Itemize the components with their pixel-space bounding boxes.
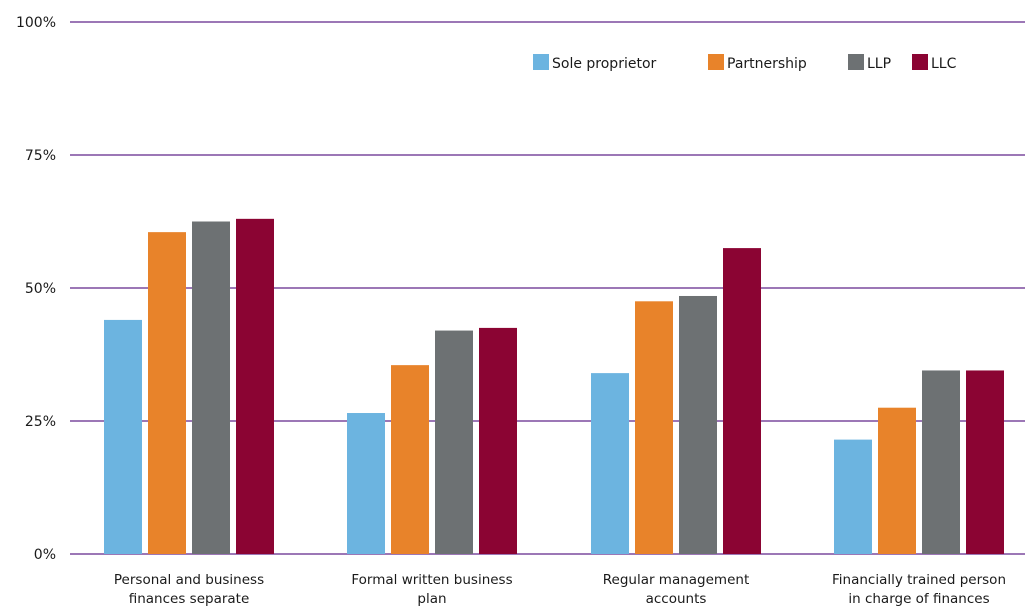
bar bbox=[834, 439, 872, 554]
bar bbox=[723, 248, 761, 554]
y-tick-label: 0% bbox=[34, 547, 56, 563]
x-tick-label-line: Personal and business bbox=[114, 572, 264, 588]
x-tick-label-line: Financially trained person bbox=[832, 572, 1006, 588]
x-tick-label: Personal and business finances separate bbox=[114, 572, 264, 607]
bar bbox=[236, 218, 274, 554]
bar bbox=[391, 365, 429, 554]
x-tick-label-line: finances separate bbox=[129, 591, 250, 607]
y-tick-label: 25% bbox=[25, 414, 56, 430]
bar bbox=[878, 407, 916, 554]
legend-label: Sole proprietor bbox=[552, 56, 657, 72]
legend-swatch bbox=[533, 54, 549, 70]
x-tick-label-line: Regular management bbox=[603, 572, 750, 588]
y-tick-label: 50% bbox=[25, 281, 56, 297]
bar bbox=[104, 319, 142, 554]
bar bbox=[679, 295, 717, 554]
legend-label: LLP bbox=[867, 56, 891, 72]
bar bbox=[435, 330, 473, 554]
bar bbox=[192, 221, 230, 554]
x-tick-label-line: plan bbox=[417, 591, 446, 607]
x-tick-label-line: Formal written business bbox=[351, 572, 512, 588]
x-tick-label: Financially trained person in charge of f… bbox=[832, 572, 1006, 607]
bar bbox=[966, 370, 1004, 554]
legend-swatch bbox=[848, 54, 864, 70]
y-tick-label: 75% bbox=[25, 148, 56, 164]
x-tick-label: Regular management accounts bbox=[603, 572, 750, 607]
x-tick-label-line: accounts bbox=[646, 591, 707, 607]
legend-label: Partnership bbox=[727, 56, 807, 72]
legend-swatch bbox=[708, 54, 724, 70]
legend-label: LLC bbox=[931, 56, 957, 72]
x-tick-label-line: in charge of finances bbox=[848, 591, 989, 607]
bar bbox=[591, 373, 629, 554]
bar bbox=[148, 232, 186, 554]
y-tick-label: 100% bbox=[16, 15, 56, 31]
bar bbox=[635, 301, 673, 554]
bar bbox=[479, 327, 517, 554]
bar bbox=[347, 413, 385, 554]
x-tick-label: Formal written business plan bbox=[351, 572, 512, 607]
bar bbox=[922, 370, 960, 554]
legend-swatch bbox=[912, 54, 928, 70]
